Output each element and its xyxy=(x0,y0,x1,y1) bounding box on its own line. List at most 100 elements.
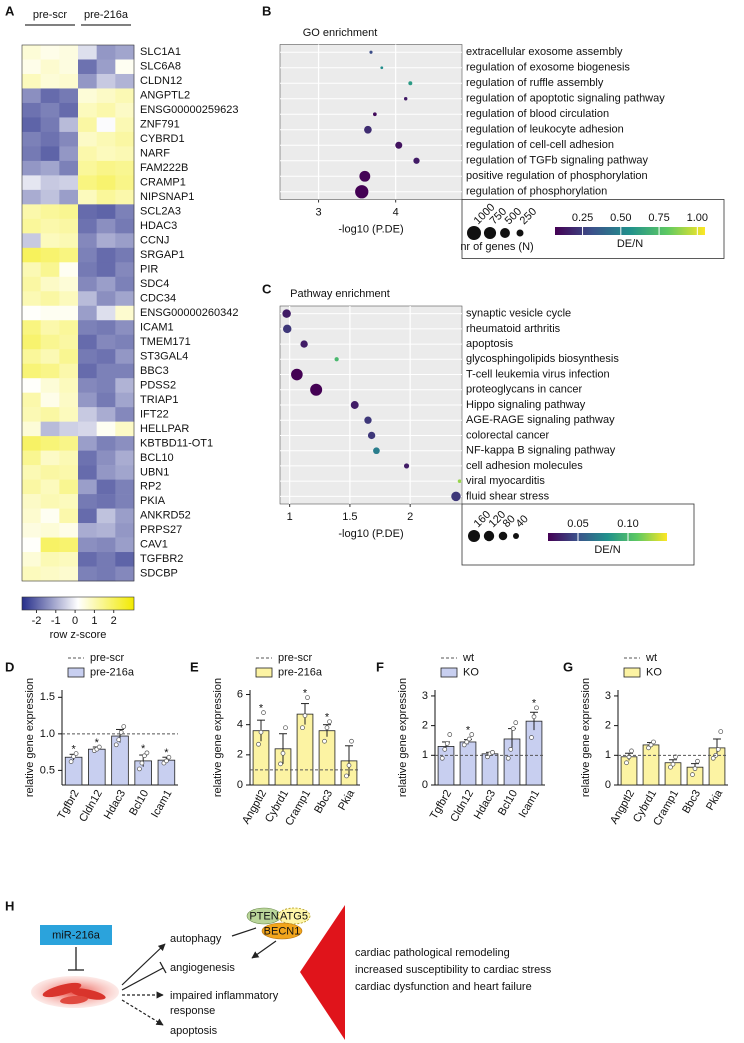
bubble xyxy=(451,491,461,502)
data-point xyxy=(322,738,327,744)
heatmap-cell xyxy=(115,363,135,379)
data-point xyxy=(73,751,79,756)
effect: impaired inflammatory xyxy=(170,990,279,1002)
arrow xyxy=(251,940,277,959)
heatmap-cell xyxy=(22,218,41,234)
x-tick-label: Icam1 xyxy=(517,788,542,820)
heatmap-cell xyxy=(115,276,135,292)
link xyxy=(231,927,257,937)
heatmap-cell xyxy=(78,334,97,350)
row-label: TRIAP1 xyxy=(140,394,179,406)
bar xyxy=(642,744,660,786)
y-axis-label: relative gene expression xyxy=(212,678,224,797)
heatmap-cell xyxy=(78,175,97,191)
row-label: ST3GAL4 xyxy=(140,350,188,362)
heatmap-cell xyxy=(22,291,41,307)
row-label: CYBRD1 xyxy=(140,133,185,145)
legend-label: pre-216a xyxy=(278,666,323,678)
y-tick-label: 1 xyxy=(605,749,611,761)
term-label: T-cell leukemia virus infection xyxy=(466,368,610,380)
heatmap-cell xyxy=(59,160,79,176)
heatmap-cell xyxy=(22,73,41,89)
heatmap-cell xyxy=(22,276,41,292)
y-tick-label: 2 xyxy=(237,749,243,761)
row-label: HELLPAR xyxy=(140,423,189,435)
heatmap-cell xyxy=(22,508,41,524)
heatmap-border xyxy=(21,44,135,582)
row-label: ZNF791 xyxy=(140,119,180,131)
heatmap-cell xyxy=(78,363,97,379)
heatmap-cell xyxy=(96,334,116,350)
heatmap-cell xyxy=(59,291,79,307)
heatmap-cell xyxy=(96,349,116,365)
x-tick-label: Bcl10 xyxy=(127,788,151,818)
colorbar-tick-label: 0.25 xyxy=(572,212,593,224)
significance: * xyxy=(95,737,100,749)
heatmap-cell xyxy=(115,552,135,567)
heatmap-cell xyxy=(115,349,135,365)
heatmap-cell xyxy=(78,305,97,321)
term-label: regulation of leukocyte adhesion xyxy=(466,124,624,136)
legend-label: pre-scr xyxy=(278,652,313,664)
effect: autophagy xyxy=(170,933,222,945)
row-label: CDC34 xyxy=(140,292,176,304)
heatmap-cell xyxy=(78,247,97,263)
heatmap-cell xyxy=(78,73,97,89)
term-label: fluid shear stress xyxy=(466,490,550,502)
heatmap-cell xyxy=(78,146,97,162)
x-tick-label: Hdac3 xyxy=(472,788,498,822)
heatmap-cell xyxy=(96,204,116,220)
heatmap-cell xyxy=(78,160,97,176)
y-axis-label: relative gene expression xyxy=(580,678,592,797)
heatmap-cell xyxy=(22,320,41,336)
heatmap-cell xyxy=(115,566,135,582)
heatmap-cell xyxy=(115,262,135,278)
heatmap-cell xyxy=(40,160,60,176)
bubble xyxy=(395,141,403,149)
term-label: synaptic vesicle cycle xyxy=(466,308,571,320)
data-point xyxy=(715,747,721,752)
heatmap-cell xyxy=(22,45,41,60)
heatmap-cell xyxy=(96,407,116,422)
bar xyxy=(157,759,176,786)
heatmap-cell xyxy=(96,262,116,278)
heatmap-cell xyxy=(22,436,41,451)
heatmap-cell xyxy=(78,131,97,147)
protein-label: ATG5 xyxy=(280,910,308,922)
heatmap-cell xyxy=(115,247,135,263)
heatmap-cell xyxy=(59,523,79,538)
heatmap-cell xyxy=(40,305,60,321)
heatmap-cell xyxy=(115,421,135,437)
legend-swatch xyxy=(67,667,85,678)
chart-title: GO enrichment xyxy=(303,27,378,39)
data-point xyxy=(305,695,310,700)
row-label: KBTBD11-OT1 xyxy=(140,437,213,449)
heatmap-cell xyxy=(22,59,41,75)
data-point xyxy=(166,754,172,760)
data-point xyxy=(68,759,74,764)
heatmap-cell xyxy=(78,204,97,220)
effect: apoptosis xyxy=(170,1025,218,1037)
legend-swatch xyxy=(255,667,273,678)
bar xyxy=(296,713,314,786)
bar xyxy=(459,741,477,786)
term-label: regulation of blood circulation xyxy=(466,108,609,120)
colorbar-label: DE/N xyxy=(617,238,643,250)
row-label: ANGPTL2 xyxy=(140,90,190,102)
heatmap-cell xyxy=(96,363,116,379)
panel-label: H xyxy=(5,898,14,913)
bar xyxy=(111,735,129,786)
heatmap-cell xyxy=(59,59,79,75)
heatmap-cell xyxy=(96,566,116,582)
data-point xyxy=(71,754,76,759)
heatmap-cell xyxy=(59,508,79,524)
data-point xyxy=(531,714,537,720)
row-label: PDSS2 xyxy=(140,379,176,391)
x-tick-label: Cldn12 xyxy=(77,788,105,824)
term-label: apoptosis xyxy=(466,338,514,350)
cell xyxy=(70,988,106,1000)
legend-label: pre-216a xyxy=(90,666,135,678)
heatmap-cell xyxy=(78,407,97,422)
heatmap-cell xyxy=(78,378,97,393)
